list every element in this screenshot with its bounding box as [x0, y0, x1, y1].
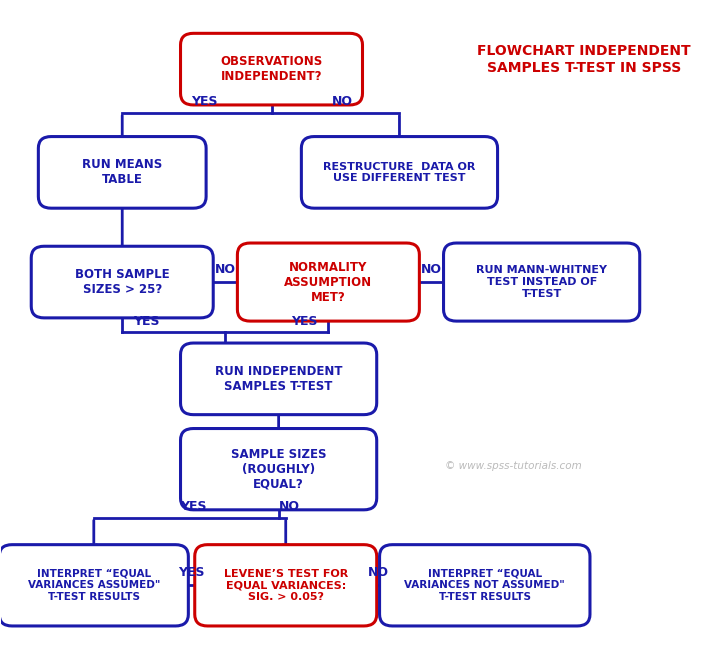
Text: YES: YES — [133, 314, 159, 327]
FancyBboxPatch shape — [0, 545, 189, 626]
FancyBboxPatch shape — [38, 137, 206, 208]
Text: RUN INDEPENDENT
SAMPLES T-TEST: RUN INDEPENDENT SAMPLES T-TEST — [215, 365, 343, 393]
Text: YES: YES — [291, 314, 318, 327]
Text: INTERPRET “EQUAL
VARIANCES NOT ASSUMED"
T-TEST RESULTS: INTERPRET “EQUAL VARIANCES NOT ASSUMED" … — [405, 569, 565, 602]
FancyBboxPatch shape — [238, 243, 419, 321]
Text: © www.spss-tutorials.com: © www.spss-tutorials.com — [445, 461, 582, 471]
Text: NO: NO — [332, 95, 353, 108]
FancyBboxPatch shape — [444, 243, 640, 321]
Text: RUN MEANS
TABLE: RUN MEANS TABLE — [82, 158, 162, 187]
Text: NO: NO — [368, 566, 389, 579]
Text: YES: YES — [180, 500, 207, 513]
Text: BOTH SAMPLE
SIZES > 25?: BOTH SAMPLE SIZES > 25? — [75, 268, 169, 296]
Text: NO: NO — [279, 500, 300, 513]
Text: FLOWCHART INDEPENDENT
SAMPLES T-TEST IN SPSS: FLOWCHART INDEPENDENT SAMPLES T-TEST IN … — [477, 44, 691, 75]
FancyBboxPatch shape — [181, 343, 377, 415]
FancyBboxPatch shape — [181, 33, 362, 105]
Text: OBSERVATIONS
INDEPENDENT?: OBSERVATIONS INDEPENDENT? — [220, 55, 323, 83]
FancyBboxPatch shape — [379, 545, 590, 626]
FancyBboxPatch shape — [302, 137, 498, 208]
Text: YES: YES — [191, 95, 217, 108]
Text: NORMALITY
ASSUMPTION
MET?: NORMALITY ASSUMPTION MET? — [284, 260, 372, 303]
Text: YES: YES — [179, 566, 204, 579]
Text: SAMPLE SIZES
(ROUGHLY)
EQUAL?: SAMPLE SIZES (ROUGHLY) EQUAL? — [231, 448, 326, 491]
Text: RESTRUCTURE  DATA OR
USE DIFFERENT TEST: RESTRUCTURE DATA OR USE DIFFERENT TEST — [323, 161, 476, 183]
FancyBboxPatch shape — [31, 246, 213, 318]
Text: INTERPRET “EQUAL
VARIANCES ASSUMED"
T-TEST RESULTS: INTERPRET “EQUAL VARIANCES ASSUMED" T-TE… — [27, 569, 160, 602]
Text: LEVENE’S TEST FOR
EQUAL VARIANCES:
SIG. > 0.05?: LEVENE’S TEST FOR EQUAL VARIANCES: SIG. … — [224, 569, 348, 602]
FancyBboxPatch shape — [181, 428, 377, 510]
FancyBboxPatch shape — [194, 545, 377, 626]
Text: RUN MANN-WHITNEY
TEST INSTEAD OF
T-TEST: RUN MANN-WHITNEY TEST INSTEAD OF T-TEST — [476, 266, 607, 299]
Text: NO: NO — [215, 262, 236, 275]
Text: NO: NO — [421, 262, 442, 275]
